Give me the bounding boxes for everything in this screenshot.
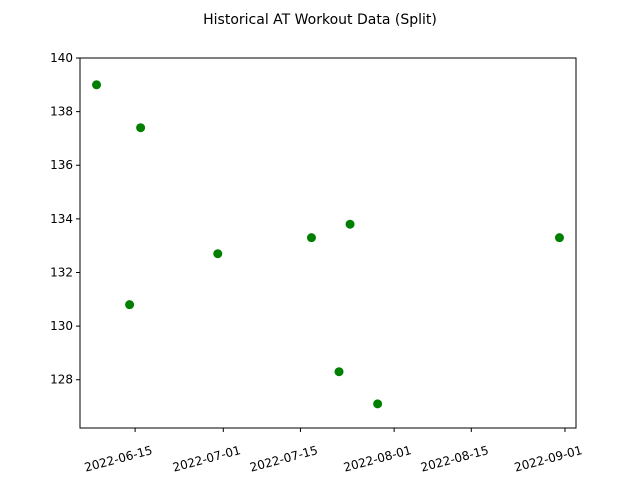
- x-tick-label: 2022-07-15: [248, 443, 319, 475]
- data-point: [136, 123, 146, 133]
- y-tick-label: 136: [50, 158, 73, 172]
- data-point: [345, 219, 355, 229]
- data-point: [306, 233, 316, 243]
- x-tick-label: 2022-06-15: [83, 443, 154, 475]
- chart-title: Historical AT Workout Data (Split): [203, 12, 437, 28]
- x-tick-label: 2022-08-01: [342, 443, 413, 475]
- y-tick-label: 132: [50, 265, 73, 279]
- y-tick-label: 140: [50, 51, 73, 65]
- data-points: [92, 80, 564, 409]
- data-point: [125, 300, 135, 310]
- data-point: [554, 233, 564, 243]
- x-tick-label: 2022-08-15: [419, 443, 490, 475]
- y-tick-label: 130: [50, 319, 73, 333]
- x-tick-label: 2022-07-01: [171, 443, 242, 475]
- y-tick-label: 134: [50, 212, 73, 226]
- y-axis: 128 130 132 134 136 138 140: [50, 51, 80, 387]
- data-point: [92, 80, 102, 90]
- y-tick-label: 128: [50, 373, 73, 387]
- data-point: [373, 399, 383, 409]
- x-tick-label: 2022-09-01: [513, 443, 584, 475]
- data-point: [334, 367, 344, 377]
- plot-frame: [79, 57, 577, 429]
- data-point: [213, 249, 223, 259]
- x-axis: 2022-06-15 2022-07-01 2022-07-15 2022-08-01…: [83, 428, 584, 475]
- y-tick-label: 138: [50, 105, 73, 119]
